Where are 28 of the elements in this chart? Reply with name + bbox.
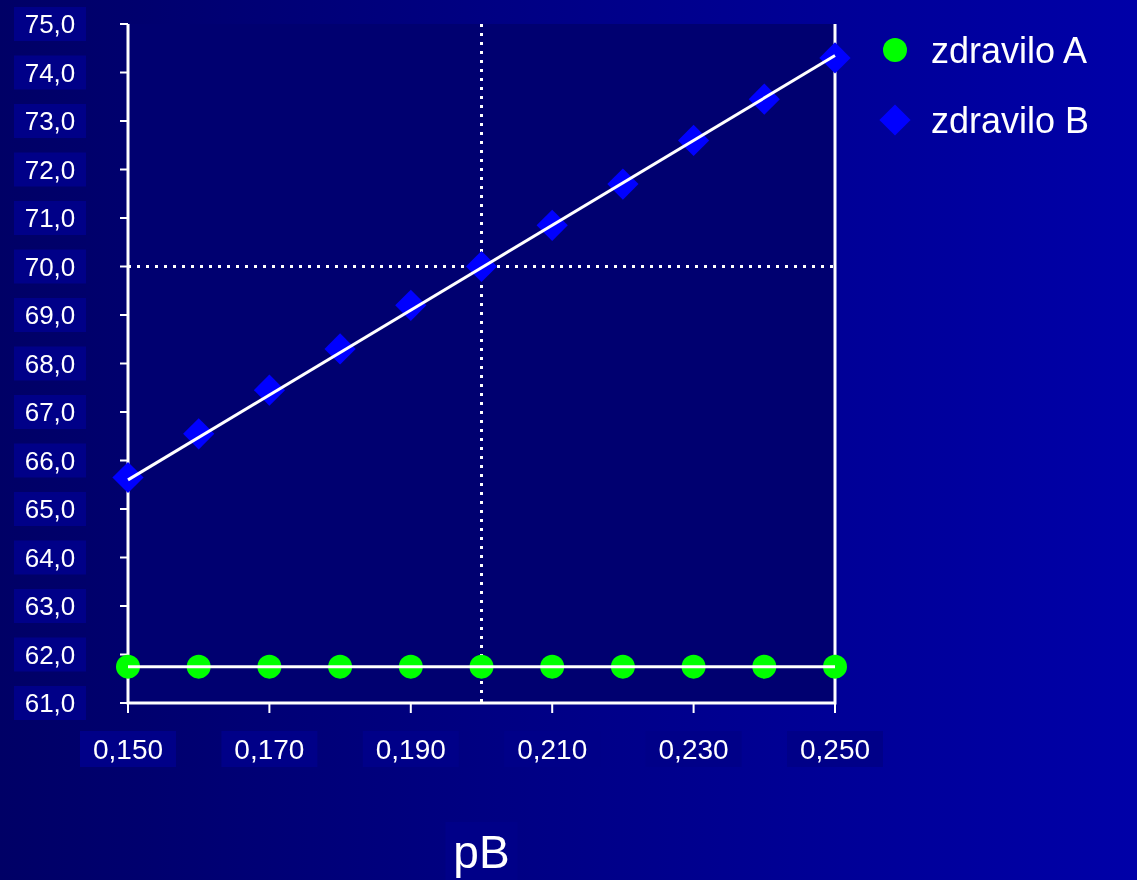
- point: [819, 42, 851, 74]
- x-axis-title: pB: [453, 826, 510, 879]
- y-tick-label: 65,0: [24, 494, 76, 525]
- y-tick-label: 62,0: [24, 639, 76, 670]
- y-tick-label: 71,0: [24, 203, 76, 234]
- y-tick-label: 68,0: [24, 348, 76, 379]
- point: [112, 461, 144, 494]
- y-tick-label: 73,0: [24, 106, 76, 137]
- point: [116, 654, 140, 679]
- y-tick-label: 70,0: [24, 251, 76, 282]
- legend-label: zdravilo B: [931, 99, 1090, 141]
- y-tick-label: 69,0: [24, 300, 76, 331]
- y-tick-label: 64,0: [24, 542, 76, 573]
- y-tick-label: 74,0: [24, 57, 76, 88]
- y-tick-label: 75,0: [24, 9, 76, 40]
- x-tick-label: 0,190: [375, 733, 446, 765]
- y-tick-label: 66,0: [24, 445, 76, 476]
- x-tick-label: 0,250: [799, 733, 871, 765]
- point: [823, 654, 847, 679]
- x-tick-label: 0,210: [517, 733, 588, 765]
- x-tick-label: 0,230: [658, 733, 729, 765]
- legend-label: zdravilo A: [931, 29, 1088, 71]
- x-tick-label: 0,150: [92, 733, 164, 765]
- y-tick-label: 72,0: [24, 154, 76, 185]
- x-tick-label: 0,170: [234, 733, 305, 765]
- y-tick-label: 67,0: [24, 397, 76, 428]
- y-tick-label: 61,0: [24, 688, 76, 719]
- y-tick-label: 63,0: [24, 591, 76, 622]
